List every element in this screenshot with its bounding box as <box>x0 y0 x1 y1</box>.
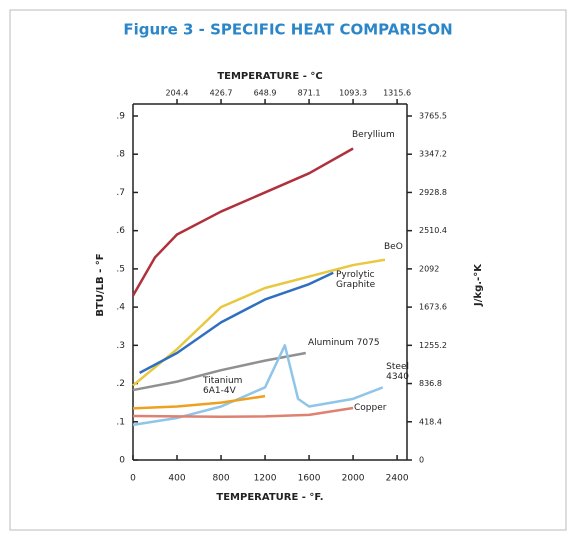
x2-tick-label: 204.4 <box>166 89 189 98</box>
y-tick-label: .9 <box>116 112 125 122</box>
series-label: Beryllium <box>352 130 395 140</box>
y2-axis-title: J/kg.-°K <box>473 263 484 307</box>
series-label: Copper <box>354 403 387 413</box>
axes <box>132 103 408 461</box>
y-tick-label: .7 <box>116 188 125 198</box>
y-tick-label: 0 <box>119 456 125 466</box>
y2-tick-label: 0 <box>419 456 424 465</box>
x-tick-label: 400 <box>168 474 185 484</box>
x2-axis-title: TEMPERATURE - °C <box>217 71 322 82</box>
y-tick-label: .6 <box>116 226 125 236</box>
series-line <box>132 394 266 410</box>
y-tick-label: .2 <box>116 379 125 389</box>
y2-tick-label: 3347.2 <box>419 150 447 159</box>
x2-tick-label: 426.7 <box>210 89 233 98</box>
y-tick-label: .3 <box>116 341 125 351</box>
series-label: Steel 4340 <box>386 362 409 382</box>
y-tick-label: .4 <box>116 303 125 313</box>
x-tick-label: 1200 <box>254 474 277 484</box>
x2-tick-label: 871.1 <box>298 89 321 98</box>
x-tick-label: 800 <box>212 474 229 484</box>
y-tick-label: .8 <box>116 150 125 160</box>
x-axis-title: TEMPERATURE - °F. <box>216 492 323 503</box>
chart-title: Figure 3 - SPECIFIC HEAT COMPARISON <box>123 21 452 39</box>
x2-tick-label: 1093.3 <box>339 89 367 98</box>
y2-tick-label: 2510.4 <box>419 226 447 235</box>
series-label: BeO <box>384 242 403 252</box>
x-tick-label: 1600 <box>298 474 321 484</box>
series-label: Pyrolytic Graphite <box>336 270 376 290</box>
series-line <box>139 271 334 374</box>
series-line <box>132 406 354 419</box>
x-tick-label: 2400 <box>386 474 409 484</box>
series-line <box>131 147 354 297</box>
series-label: Titanium 6A1-4V <box>203 376 243 396</box>
y-axis-title: BTU/LB - °F <box>95 253 106 316</box>
y-tick-label: .5 <box>116 264 125 274</box>
y-tick-label: .1 <box>116 417 125 427</box>
x-tick-label: 2000 <box>342 474 365 484</box>
y2-tick-label: 2928.8 <box>419 188 447 197</box>
series-line <box>132 258 386 387</box>
y2-tick-label: 418.4 <box>419 417 442 426</box>
y2-tick-label: 836.8 <box>419 379 442 388</box>
y2-tick-label: 3765.5 <box>419 112 447 121</box>
frame <box>9 9 567 531</box>
series-line <box>132 344 384 427</box>
x-tick-label: 0 <box>130 474 136 484</box>
x2-tick-label: 1315.6 <box>383 89 411 98</box>
series-label: Aluminum 7075 <box>308 338 380 348</box>
x2-tick-label: 648.9 <box>254 89 277 98</box>
y2-tick-label: 1255.2 <box>419 341 447 350</box>
y2-tick-label: 2092 <box>419 264 439 273</box>
y2-tick-label: 1673.6 <box>419 303 447 312</box>
